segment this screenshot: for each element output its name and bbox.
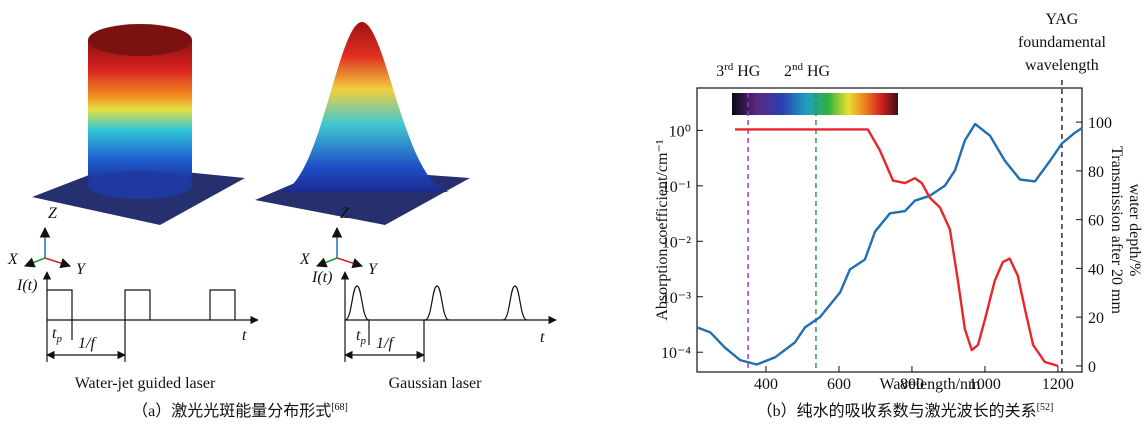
period-label: 1/f — [376, 335, 395, 352]
plot-frame — [697, 88, 1082, 372]
number: 2 — [784, 63, 792, 80]
pulse-width-label: tp — [356, 327, 366, 347]
flat-top-beam — [88, 40, 192, 185]
plot-label: Water-jet guided laser — [75, 375, 216, 392]
y2-tick-label: 40 — [1088, 261, 1104, 278]
yag-label: wavelength — [1025, 57, 1099, 74]
x-tick-label: 600 — [827, 376, 851, 393]
period-label: 1/f — [78, 335, 97, 352]
axis-y: Y — [76, 261, 87, 278]
caption-ref: [52] — [1037, 402, 1054, 413]
axis-x: X — [7, 251, 19, 268]
x-tick-label: 400 — [754, 376, 778, 393]
x-tick-label: 1200 — [1042, 376, 1074, 393]
time-label: t — [242, 327, 247, 344]
caption: （b）纯水的吸收系数与激光波长的关系[52] — [757, 402, 1054, 420]
intensity-label: I(t) — [16, 277, 37, 294]
yag-label: YAG — [1045, 11, 1078, 28]
pulse-diagram: I(t) tp t 1/f Gaussian laser — [311, 269, 556, 392]
yag-label: foundamental — [1018, 34, 1107, 51]
y2-tick-label: 60 — [1088, 213, 1104, 230]
number: 3 — [716, 63, 724, 80]
series-line — [697, 124, 1082, 365]
axis-z: Z — [48, 205, 58, 222]
intensity-label: I(t) — [311, 269, 332, 286]
suffix: nd — [792, 61, 804, 73]
y2-tick-label: 0 — [1088, 359, 1096, 376]
y2-axis-label: Transmission after 20 mm — [1108, 146, 1125, 314]
figure: Z X Y Z X Y I(t) tp t 1/f Water-jet guid… — [0, 0, 1147, 428]
pulse-width-label: tp — [52, 325, 62, 345]
y2-axis-label: water depth/% — [1126, 184, 1143, 277]
sub: p — [55, 333, 62, 345]
x-tick-label: 800 — [900, 376, 924, 393]
y-tick-label: 10⁰ — [669, 123, 691, 140]
y-tick-label: 10⁻¹ — [662, 179, 691, 196]
triad: Z X Y — [7, 205, 87, 278]
sub: p — [359, 335, 366, 347]
beam-base — [88, 171, 192, 199]
time-label: t — [540, 329, 545, 346]
beam-top — [88, 24, 192, 56]
y-tick-label: 10⁻² — [662, 234, 691, 251]
plot-label: Gaussian laser — [389, 375, 483, 392]
suffix: rd — [724, 61, 734, 73]
spectrum-bar — [732, 93, 898, 115]
y2-tick-label: 20 — [1088, 310, 1104, 327]
axis-z: Z — [340, 205, 350, 222]
y2-tick-label: 80 — [1088, 164, 1104, 181]
x-axis-label: Wavelength/nm — [880, 376, 981, 393]
y2-tick-label: 100 — [1088, 115, 1112, 132]
caption-ref: [68] — [331, 402, 348, 413]
x-tick-label: 1000 — [969, 376, 1001, 393]
caption: （a）激光光斑能量分布形式[68] — [132, 402, 348, 420]
axis-y: Y — [368, 261, 379, 278]
text: HG — [807, 63, 831, 80]
axis-x: X — [299, 251, 311, 268]
caption-text: （a）激光光斑能量分布形式 — [132, 402, 331, 420]
caption-text: （b）纯水的吸收系数与激光波长的关系 — [757, 402, 1037, 420]
y-tick-label: 10⁻⁴ — [661, 345, 691, 362]
text: HG — [737, 63, 761, 80]
y-tick-label: 10⁻³ — [662, 290, 691, 307]
gaussian-beam — [280, 22, 450, 192]
pulse-diagram: I(t) tp t 1/f Water-jet guided laser — [16, 272, 258, 392]
